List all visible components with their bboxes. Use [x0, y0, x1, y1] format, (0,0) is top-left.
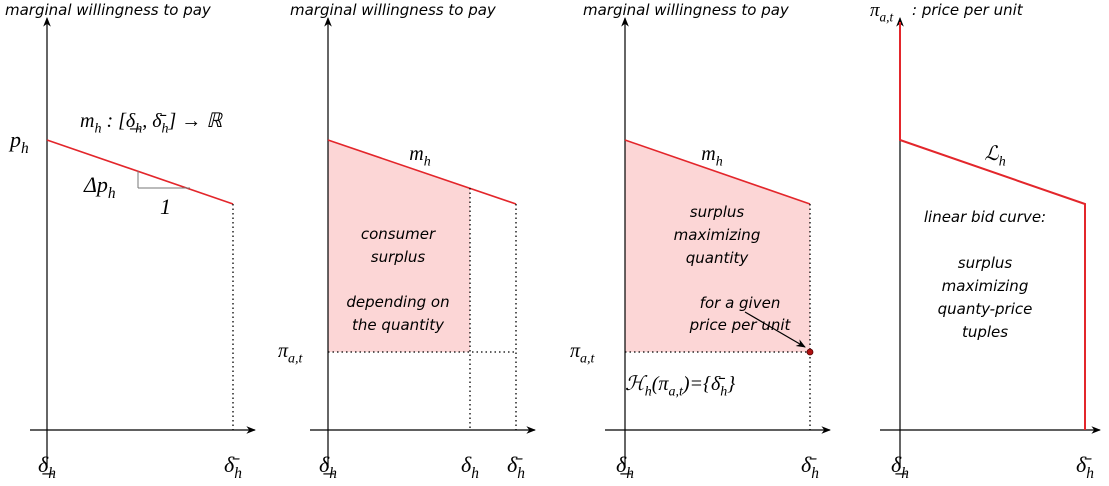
subscript: h — [48, 465, 56, 482]
x-label: δ̄h — [224, 452, 242, 482]
math-part: p — [8, 127, 21, 152]
math-part: δ — [461, 452, 472, 477]
panel-title: marginal willingness to pay — [290, 1, 497, 19]
curve — [327, 139, 517, 205]
math-part: m — [409, 143, 423, 165]
math-part: π — [870, 0, 880, 21]
price-label: πa,t — [570, 340, 596, 367]
description: surplus — [958, 254, 1013, 272]
caption: linear bid curve: — [924, 208, 1046, 226]
x-label: δ̄h — [801, 452, 819, 482]
area-label: quantity — [686, 249, 750, 267]
bid-curve — [899, 22, 1086, 430]
description: maximizing — [942, 277, 1029, 295]
subscript: h — [329, 465, 337, 482]
math-part: , δ̄ — [142, 110, 166, 132]
subscript: h — [716, 155, 723, 170]
panel-title: marginal willingness to pay — [5, 1, 212, 19]
subscript: h — [162, 122, 169, 137]
subscript: a,t — [668, 385, 684, 400]
subscript: h — [135, 122, 142, 137]
result-label: ℋh(πa,t)={δ̄h} — [625, 373, 735, 400]
surplus-area — [328, 140, 470, 352]
subscript: a,t — [580, 352, 596, 367]
math-part: m — [701, 143, 715, 165]
description: tuples — [962, 323, 1008, 341]
annotation: for a given — [700, 294, 781, 312]
math-part: π — [278, 340, 289, 362]
x-label: δ̄h — [507, 452, 525, 482]
panel-title: πa,t — [870, 0, 894, 24]
curve-label: mh — [701, 143, 722, 170]
subscript: h — [94, 122, 101, 137]
slope-label: 1 — [160, 194, 171, 219]
x-label: δ̲h — [38, 452, 56, 482]
math-part: : [δ̲ — [101, 110, 140, 132]
subscript: h — [21, 140, 29, 157]
curve-label: mh : [δ̲h, δ̄h] → ℝ — [80, 110, 223, 137]
area-label: maximizing — [674, 226, 761, 244]
x-label: δ̲h — [616, 452, 634, 482]
math-part: π — [570, 340, 581, 362]
price-label: ph — [8, 127, 29, 157]
area-label: consumer — [361, 225, 436, 243]
subscript: h — [645, 385, 652, 400]
math-part: (π — [652, 373, 670, 395]
pointer-arrow — [744, 311, 806, 348]
curve — [624, 139, 811, 205]
description: quanty-price — [938, 300, 1033, 318]
math-part: )={δ̄ — [682, 373, 725, 395]
subscript: h — [901, 465, 909, 482]
math-part: Δp — [83, 172, 108, 197]
optimum-point — [806, 348, 814, 356]
subscript: h — [108, 185, 116, 202]
area-label: depending on — [346, 293, 449, 311]
math-part: m — [80, 110, 94, 132]
area-label: surplus — [371, 248, 426, 266]
subscript: h — [471, 465, 479, 482]
curve-label: mh — [409, 143, 430, 170]
subscript: h — [1086, 465, 1094, 482]
subscript: h — [811, 465, 819, 482]
subscript: h — [424, 155, 431, 170]
surplus-area — [625, 140, 810, 352]
price-label: πa,t — [278, 340, 304, 367]
x-label: δh — [461, 452, 479, 482]
area-label: surplus — [690, 203, 745, 221]
curve-label: ℒh — [984, 143, 1005, 170]
area-label: the quantity — [352, 316, 445, 334]
x-label: δ̄h — [1076, 452, 1094, 482]
math-part: ℒ — [984, 143, 999, 165]
subscript: h — [517, 465, 525, 482]
slope-label: Δph — [83, 172, 116, 202]
math-part: ] → ℝ — [168, 110, 224, 132]
math-part: ℋ — [625, 373, 648, 395]
subscript: h — [626, 465, 634, 482]
annotation: price per unit — [689, 316, 792, 334]
subscript: h — [999, 155, 1006, 170]
subscript: h — [234, 465, 242, 482]
subscript: h — [720, 385, 727, 400]
x-label: δ̲h — [891, 452, 909, 482]
panel-title: marginal willingness to pay — [583, 1, 790, 19]
panel-title: : price per unit — [912, 1, 1024, 19]
x-label: δ̲h — [319, 452, 337, 482]
subscript: a,t — [288, 352, 304, 367]
math-part: } — [727, 373, 735, 395]
subscript: a,t — [880, 9, 894, 24]
curve — [46, 139, 234, 205]
